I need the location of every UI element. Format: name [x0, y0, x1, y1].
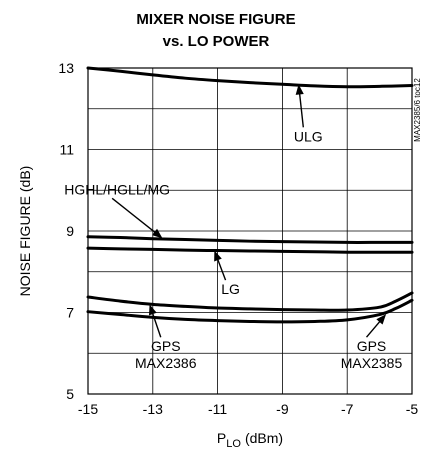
x-axis-label: PLO (dBm)	[217, 430, 283, 450]
series-lines	[86, 66, 414, 324]
annotation-arrow-line	[111, 197, 159, 236]
y-tick-label: 9	[66, 223, 74, 239]
series-line	[86, 246, 414, 254]
x-tick-labels: -15 -13 -11 -9 -7 -5	[78, 401, 419, 417]
annotation-label: ULG	[294, 128, 323, 144]
chart-title-line2: vs. LO POWER	[163, 33, 270, 50]
y-axis-label: NOISE FIGURE (dB)	[17, 166, 33, 297]
annotation-arrowhead	[214, 250, 222, 262]
x-tick-label: -5	[406, 401, 419, 417]
x-tick-label: -15	[78, 401, 98, 417]
x-axis-label-subscript: LO	[226, 438, 241, 450]
x-tick-label: -7	[341, 401, 354, 417]
annotation-arrow-line	[150, 309, 162, 338]
annotation-label: LG	[221, 281, 240, 297]
plot-frame	[87, 67, 413, 395]
annotation-arrowhead	[295, 84, 304, 95]
annotation-label: MAX2385	[341, 355, 403, 371]
x-tick-label: -11	[208, 401, 227, 417]
x-axis-label-main: P	[217, 430, 226, 446]
annotation-label: MAX2386	[135, 355, 197, 371]
y-tick-label: 5	[66, 386, 74, 402]
series-line	[86, 291, 414, 312]
series-line	[86, 235, 414, 244]
y-tick-label: 7	[66, 305, 74, 321]
annotation-arrow-line	[215, 255, 227, 281]
chart-title-line1: MIXER NOISE FIGURE	[136, 11, 295, 28]
annotation-label: GPS	[151, 338, 181, 354]
series-line	[86, 298, 414, 324]
y-tick-label: 11	[59, 142, 74, 158]
y-tick-labels: 5 7 9 11 13	[58, 60, 74, 402]
annotation-arrowhead	[151, 228, 163, 239]
annotation-label: HGHL/HGLL/MG	[64, 181, 170, 197]
series-line	[86, 66, 414, 89]
x-axis-label-unit: (dBm)	[245, 430, 283, 446]
x-tick-label: -13	[143, 401, 163, 417]
annotation-arrowhead	[376, 314, 387, 325]
x-tick-label: -9	[276, 401, 289, 417]
annotation-label: GPS	[357, 338, 387, 354]
annotation-arrowhead	[148, 304, 157, 316]
part-number-label: MAX2385/6 toc12	[413, 78, 422, 142]
annotation-arrow-line	[298, 90, 305, 128]
y-tick-label: 13	[58, 60, 74, 76]
